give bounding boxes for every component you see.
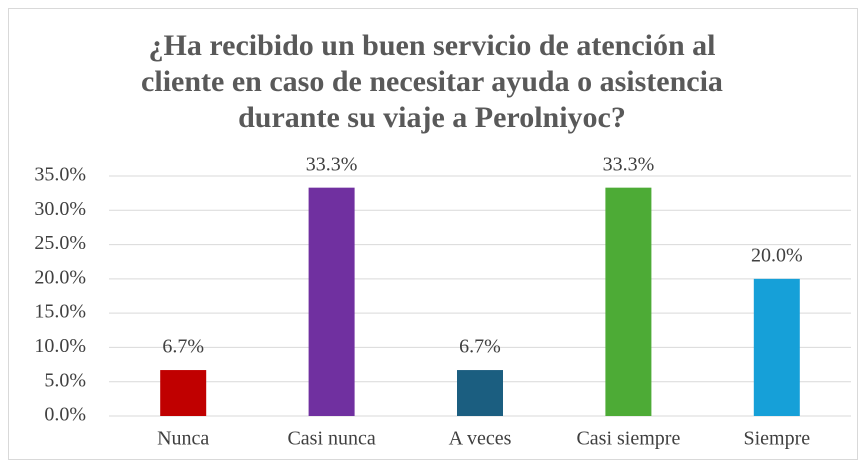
bar — [457, 370, 503, 416]
y-tick-label: 35.0% — [34, 164, 86, 186]
y-tick-label: 20.0% — [34, 266, 86, 288]
y-tick-label: 0.0% — [44, 404, 86, 426]
y-tick-label: 15.0% — [34, 301, 86, 323]
y-tick-label: 10.0% — [34, 335, 86, 357]
data-label: 6.7% — [459, 336, 501, 358]
x-tick-label: Casi nunca — [287, 428, 375, 450]
data-label: 33.3% — [306, 153, 358, 175]
bar — [753, 278, 800, 416]
x-tick-label: Siempre — [743, 428, 810, 450]
y-tick-label: 25.0% — [34, 232, 86, 254]
data-label: 33.3% — [603, 153, 655, 175]
x-tick-label: A veces — [449, 428, 512, 450]
chart-border — [8, 8, 858, 460]
y-tick-label: 5.0% — [44, 369, 86, 391]
bar — [605, 187, 652, 416]
x-tick-label: Casi siempre — [576, 428, 680, 450]
bar — [160, 370, 207, 416]
y-tick-label: 30.0% — [34, 198, 86, 220]
data-label: 20.0% — [751, 244, 803, 266]
chart-title: ¿Ha recibido un buen servicio de atenció… — [141, 29, 723, 134]
data-label: 6.7% — [162, 336, 204, 358]
bar — [308, 187, 355, 416]
x-tick-label: Nunca — [157, 428, 209, 450]
